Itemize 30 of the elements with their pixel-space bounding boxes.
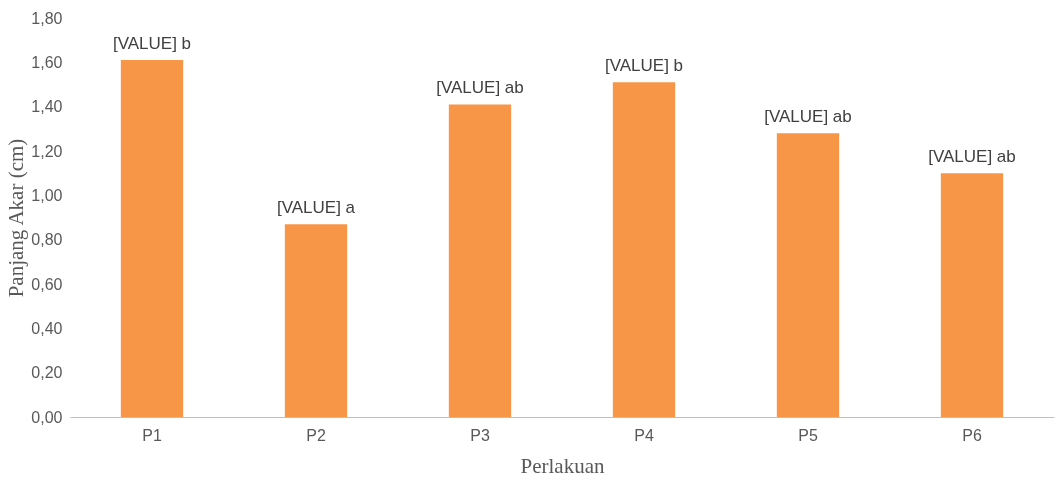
- x-tick-label: P3: [470, 426, 490, 444]
- x-axis-title: Perlakuan: [520, 453, 605, 478]
- y-tick-label: 0,40: [31, 319, 63, 337]
- x-tick-label: P6: [962, 426, 982, 444]
- bar: [776, 133, 840, 417]
- y-axis-title: Panjang Akar (cm): [4, 138, 29, 298]
- x-tick-label: P5: [798, 426, 818, 444]
- bar: [612, 82, 676, 417]
- y-tick-label: 1,00: [31, 186, 63, 204]
- data-label: [VALUE] ab: [436, 78, 524, 98]
- y-tick-label: 1,40: [31, 98, 63, 116]
- y-tick-label: 0,80: [31, 231, 63, 249]
- data-label: [VALUE] a: [276, 198, 356, 218]
- x-tick-label: P2: [306, 426, 326, 444]
- x-tick-label: P1: [142, 426, 162, 444]
- bar: [448, 104, 512, 417]
- x-tick-label: P4: [634, 426, 654, 444]
- bar: [120, 60, 184, 417]
- y-tick-label: 0,60: [31, 275, 63, 293]
- y-tick-label: 1,80: [31, 9, 63, 27]
- data-label: [VALUE] ab: [764, 107, 852, 127]
- y-tick-label: 0,00: [31, 408, 63, 426]
- bar: [940, 173, 1004, 417]
- y-tick-label: 1,20: [31, 142, 63, 160]
- data-label: [VALUE] b: [604, 56, 684, 76]
- data-label: [VALUE] b: [112, 34, 192, 54]
- data-label: [VALUE] ab: [928, 147, 1016, 167]
- y-tick-label: 1,60: [31, 53, 63, 71]
- y-tick-label: 0,20: [31, 364, 63, 382]
- bar: [284, 224, 348, 417]
